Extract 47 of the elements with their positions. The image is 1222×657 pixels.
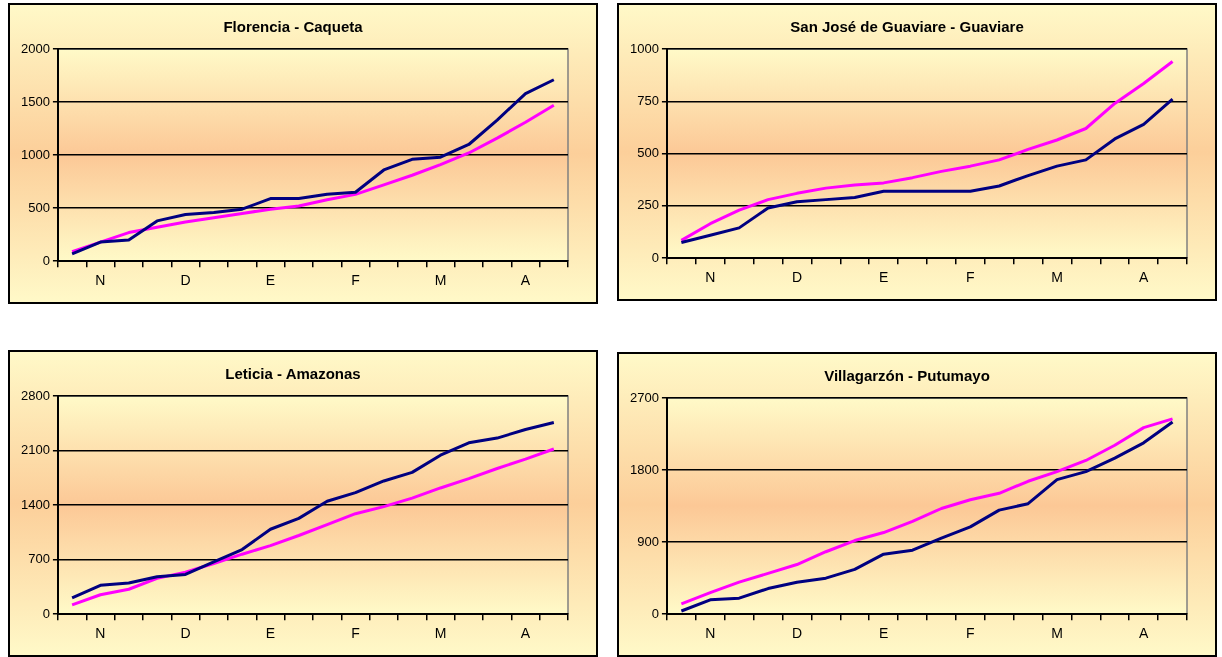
- x-tick-label: M: [434, 625, 447, 642]
- x-tick-label: A: [1138, 269, 1149, 286]
- x-tick-label: F: [966, 269, 975, 286]
- x-tick-label: N: [95, 272, 106, 289]
- x-tick-label: M: [1051, 269, 1063, 286]
- x-tick-label: F: [966, 625, 975, 642]
- x-tick-label: A: [520, 625, 531, 642]
- y-tick-label: 0: [651, 249, 659, 265]
- x-tick-label: M: [1051, 625, 1063, 642]
- y-tick-label: 900: [637, 533, 659, 549]
- x-tick-label: N: [95, 625, 106, 642]
- y-tick-label: 0: [42, 252, 50, 268]
- x-tick-label: A: [1138, 625, 1149, 642]
- x-tick-label: F: [351, 625, 360, 642]
- chart-title: Florencia - Caqueta: [223, 18, 364, 36]
- x-tick-label: E: [878, 625, 889, 642]
- y-tick-label: 250: [637, 197, 659, 213]
- x-tick-label: D: [180, 625, 191, 642]
- y-tick-label: 1400: [21, 496, 50, 512]
- x-tick-label: F: [351, 272, 360, 289]
- y-tick-label: 2700: [630, 389, 659, 405]
- x-tick-label: E: [878, 269, 889, 286]
- x-tick-label: E: [265, 625, 276, 642]
- y-tick-label: 750: [637, 92, 659, 108]
- y-tick-label: 0: [42, 605, 50, 621]
- y-tick-label: 500: [28, 199, 50, 215]
- y-tick-label: 2800: [21, 387, 50, 403]
- x-tick-label: D: [180, 272, 191, 289]
- x-tick-label: N: [705, 269, 716, 286]
- x-tick-label: A: [520, 272, 531, 289]
- y-tick-label: 0: [651, 605, 659, 621]
- x-tick-label: N: [705, 625, 716, 642]
- x-tick-label: D: [791, 269, 802, 286]
- y-tick-label: 1000: [630, 40, 659, 56]
- x-tick-label: E: [265, 272, 276, 289]
- chart-title: Leticia - Amazonas: [225, 365, 361, 383]
- y-tick-label: 500: [637, 145, 659, 161]
- x-tick-label: D: [791, 625, 802, 642]
- y-tick-label: 1000: [21, 146, 50, 162]
- y-tick-label: 1800: [630, 461, 659, 477]
- y-tick-label: 1500: [21, 93, 50, 109]
- y-tick-label: 2000: [21, 40, 50, 56]
- y-tick-label: 2100: [21, 442, 50, 458]
- x-tick-label: M: [434, 272, 447, 289]
- chart-title: San José de Guaviare - Guaviare: [790, 18, 1024, 36]
- chart-title: Villagarzón - Putumayo: [824, 367, 990, 385]
- y-tick-label: 700: [28, 551, 50, 567]
